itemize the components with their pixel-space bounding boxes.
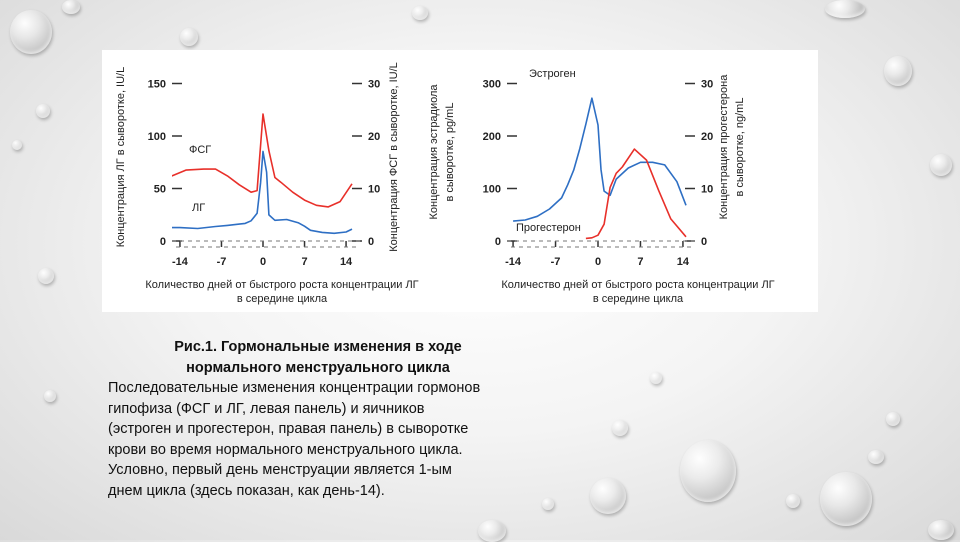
x-tick-label: 7	[637, 256, 643, 268]
x-tick-label: -7	[217, 256, 227, 268]
water-drop-decoration	[478, 520, 506, 542]
y-right-tick-label: 30	[701, 79, 713, 91]
y-right-axis-label: в сыворотке, ng/mL	[734, 98, 746, 197]
caption-body-line: Последовательные изменения концентрации …	[108, 380, 481, 396]
y-left-axis-label: Концентрация ЛГ в сыворотке, IU/L	[115, 67, 127, 247]
water-drop-decoration	[825, 0, 865, 18]
y-right-tick-label: 10	[701, 184, 713, 196]
x-axis-label-line1: Количество дней от быстрого роста концен…	[145, 279, 418, 291]
y-left-tick-label: 100	[483, 184, 501, 196]
x-tick-label: 0	[595, 256, 601, 268]
x-axis-label-line2: в середине цикла	[237, 293, 328, 305]
y-left-tick-label: 0	[495, 236, 501, 248]
caption-body-line: днем цикла (здесь показан, как день-14).	[108, 482, 385, 499]
y-left-tick-label: 0	[160, 236, 166, 248]
series-line-left-axis	[513, 97, 687, 222]
figure-caption: Рис.1. Гормональные изменения в ходе нор…	[108, 337, 588, 501]
x-axis-label-line1: Количество дней от быстрого роста концен…	[501, 279, 774, 291]
series-line-right-axis	[585, 148, 687, 240]
caption-body-line: Условно, первый день менструации являетс…	[108, 462, 452, 478]
water-drop-decoration	[12, 140, 22, 150]
series-line-left-axis	[172, 150, 353, 235]
water-drop-decoration	[10, 10, 52, 54]
x-tick-label: 14	[677, 256, 690, 268]
water-drop-decoration	[62, 0, 80, 14]
water-drop-decoration	[680, 440, 736, 502]
caption-body-line: гипофиза (ФСГ и ЛГ, левая панель) и яичн…	[108, 400, 425, 417]
caption-body-line: крови во время нормального менструальног…	[108, 441, 463, 458]
y-left-tick-label: 150	[148, 79, 166, 91]
water-drop-decoration	[868, 450, 884, 464]
y-left-tick-label: 200	[483, 131, 501, 143]
x-tick-label: -7	[551, 256, 561, 268]
x-tick-label: 7	[301, 256, 307, 268]
water-drop-decoration	[650, 372, 662, 384]
x-tick-label: -14	[172, 256, 189, 268]
x-tick-label: 0	[260, 256, 266, 268]
y-left-tick-label: 100	[148, 131, 166, 143]
water-drop-decoration	[36, 104, 50, 118]
y-right-tick-label: 0	[368, 236, 374, 248]
water-drop-decoration	[542, 498, 554, 510]
series-annotation: Эстроген	[529, 68, 576, 80]
x-tick-label: -14	[505, 256, 522, 268]
water-drop-decoration	[886, 412, 900, 426]
y-right-tick-label: 0	[701, 236, 707, 248]
y-right-axis-label: Концентрация ФСГ в сыворотке, IU/L	[388, 62, 400, 252]
water-drop-decoration	[44, 390, 56, 402]
hormone-chart-figure: 0 50 100 150 0 10 20 30 -14 -7 0 7 14 ФСГ ЛГ Концентрац…	[102, 50, 818, 312]
y-left-tick-label: 50	[154, 184, 166, 196]
x-axis-label-line2: в середине цикла	[593, 293, 684, 305]
caption-body-line: (эстроген и прогестерон, правая панель) …	[108, 421, 469, 437]
caption-title-line1: Рис.1. Гормональные изменения в ходе	[174, 339, 462, 355]
water-drop-decoration	[38, 268, 54, 284]
y-left-tick-label: 300	[483, 79, 501, 91]
y-left-axis-label: Концентрация эстрадиола	[428, 84, 440, 220]
water-drop-decoration	[820, 472, 872, 526]
series-annotation: Прогестерон	[516, 222, 581, 234]
water-drop-decoration	[612, 420, 628, 436]
series-annotation: ФСГ	[189, 144, 211, 156]
water-drop-decoration	[930, 154, 952, 176]
y-right-tick-label: 30	[368, 79, 380, 91]
water-drop-decoration	[884, 56, 912, 86]
water-drop-decoration	[180, 28, 198, 46]
y-right-axis-label: Концентрация прогестерона	[718, 74, 730, 220]
water-drop-decoration	[786, 494, 800, 508]
series-annotation: ЛГ	[192, 202, 205, 214]
water-drop-decoration	[928, 520, 954, 540]
water-drop-decoration	[412, 6, 428, 20]
caption-title-line2: нормального менструального цикла	[186, 359, 450, 376]
y-left-axis-label: в сыворотке, pg/mL	[444, 103, 456, 202]
water-drop-decoration	[590, 478, 626, 514]
y-right-tick-label: 20	[368, 131, 380, 143]
y-right-tick-label: 20	[701, 131, 713, 143]
x-tick-label: 14	[340, 256, 353, 268]
series-line-right-axis	[172, 113, 353, 208]
y-right-tick-label: 10	[368, 184, 380, 196]
